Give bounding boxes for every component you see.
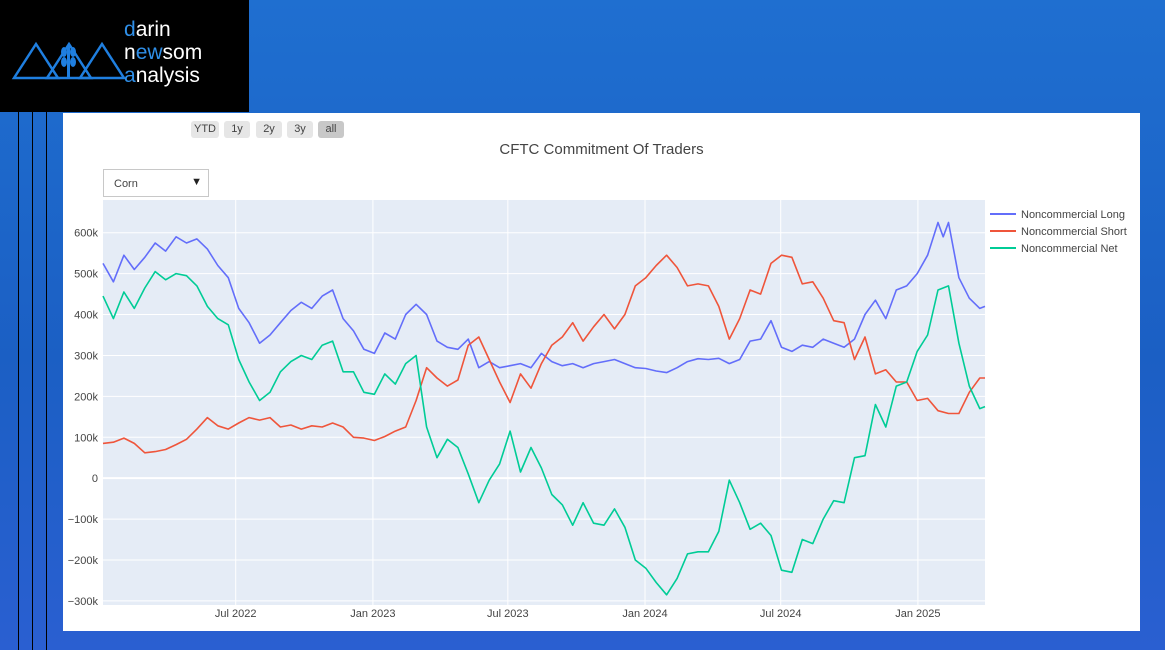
commodity-dropdown[interactable]: Corn ▼: [103, 169, 209, 197]
legend: Noncommercial Long Noncommercial Short Non…: [990, 209, 1127, 255]
range-button-all[interactable]: all: [318, 121, 344, 138]
y-tick-label: 500k: [74, 269, 98, 281]
series-line-noncommercial-net: [102, 270, 986, 596]
y-tick-label: 200k: [74, 391, 98, 403]
brand-wordmark: darin newsom analysis: [124, 18, 203, 87]
y-tick-label: 300k: [74, 350, 98, 362]
x-axis: Jul 2022 Jan 2023 Jul 2023 Jan 2024 Jul 2024…: [215, 608, 941, 620]
x-tick-label: Jul 2023: [487, 608, 529, 620]
series-lines: [102, 221, 986, 596]
y-tick-label: −300k: [68, 596, 99, 608]
brand-logo: darin newsom analysis: [0, 0, 249, 112]
y-tick-label: 100k: [74, 432, 98, 444]
decor-bar: [32, 112, 33, 650]
y-tick-label: 400k: [74, 310, 98, 322]
series-line-noncommercial-short: [102, 254, 985, 454]
legend-item-noncommercial-net[interactable]: Noncommercial Net: [1021, 243, 1118, 255]
x-tick-label: Jan 2024: [622, 608, 667, 620]
range-button-ytd[interactable]: YTD: [191, 121, 219, 138]
x-tick-label: Jan 2025: [895, 608, 940, 620]
decor-bar: [46, 112, 47, 650]
legend-item-noncommercial-short[interactable]: Noncommercial Short: [1021, 226, 1127, 238]
y-tick-label: −100k: [68, 514, 99, 526]
range-button-2y[interactable]: 2y: [256, 121, 282, 138]
y-tick-label: 0: [92, 473, 98, 485]
legend-item-noncommercial-long[interactable]: Noncommercial Long: [1021, 209, 1125, 221]
y-tick-label: 600k: [74, 228, 98, 240]
series-line-noncommercial-long: [102, 221, 986, 374]
y-axis: 600k 500k 400k 300k 200k 100k 0 −100k −200k −300k: [68, 228, 99, 608]
plot-area: [103, 200, 985, 605]
chart-title: CFTC Commitment Of Traders: [499, 141, 704, 158]
range-button-1y[interactable]: 1y: [224, 121, 250, 138]
x-tick-label: Jul 2022: [215, 608, 257, 620]
mountain-logo-icon: [11, 41, 127, 80]
x-tick-label: Jul 2024: [760, 608, 802, 620]
range-button-3y[interactable]: 3y: [287, 121, 313, 138]
decor-bar: [18, 112, 19, 650]
x-tick-label: Jan 2023: [350, 608, 395, 620]
dropdown-selected: Corn: [114, 178, 138, 190]
chevron-down-icon: ▼: [191, 176, 202, 188]
y-tick-label: −200k: [68, 555, 99, 567]
